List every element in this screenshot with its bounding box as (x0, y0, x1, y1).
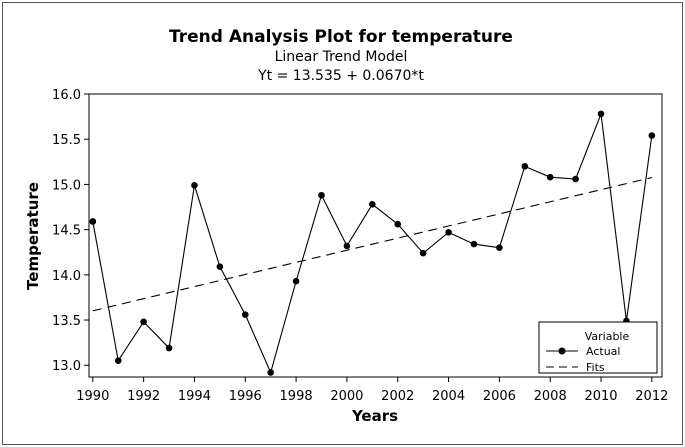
legend: Variable Actual Fits (538, 321, 658, 374)
y-tick-label: 13.0 (52, 359, 81, 374)
actual-point (496, 244, 503, 252)
x-tick-label: 1994 (178, 389, 211, 404)
trend-equation: Yt = 13.535 + 0.0670*t (257, 68, 424, 84)
y-axis: 13.0 13.5 14.0 14.5 15.0 15.5 16.0 (52, 88, 89, 374)
x-tick-label: 2002 (381, 389, 414, 404)
x-tick-label: 1990 (76, 389, 109, 404)
x-tick-label: 2012 (635, 389, 668, 404)
x-tick-label: 2006 (483, 389, 516, 404)
actual-point (369, 201, 376, 208)
actual-point (89, 218, 97, 225)
actual-point (597, 110, 605, 118)
x-tick-label: 2010 (584, 389, 617, 404)
actual-point (394, 220, 402, 228)
y-tick-label: 14.5 (52, 224, 81, 239)
actual-point (470, 240, 478, 248)
actual-point (114, 357, 122, 365)
x-tick-label: 2000 (330, 389, 363, 404)
y-tick-label: 16.0 (52, 88, 81, 103)
y-tick-label: 14.0 (52, 269, 81, 284)
actual-point (343, 242, 351, 250)
fits-series-line (92, 177, 652, 312)
x-axis-label: Years (351, 407, 398, 425)
legend-actual-marker (558, 347, 566, 355)
actual-point (216, 263, 224, 270)
actual-point (241, 311, 249, 318)
actual-point (165, 344, 173, 352)
actual-point (419, 249, 427, 257)
x-tick-label: 2004 (432, 389, 465, 404)
x-axis: 1990 1992 1994 1996 1998 2000 2002 2004 2006 2008… (76, 377, 668, 404)
y-tick-label: 15.5 (52, 133, 81, 148)
actual-point (648, 132, 656, 139)
actual-point (191, 182, 198, 189)
y-tick-label: 15.0 (52, 178, 81, 193)
x-tick-label: 1996 (229, 389, 262, 404)
x-tick-label: 1992 (127, 389, 160, 404)
y-axis-label: Temperature (24, 182, 42, 290)
y-tick-label: 13.5 (52, 314, 81, 329)
chart-title: Trend Analysis Plot for temperature (169, 27, 513, 47)
actual-point (140, 318, 147, 326)
legend-fits-label: Fits (586, 361, 605, 374)
x-tick-label: 2008 (534, 389, 567, 404)
series-layer (89, 110, 656, 376)
actual-point (292, 277, 300, 285)
legend-title: Variable (585, 330, 630, 343)
legend-box (538, 321, 658, 374)
actual-point (521, 163, 529, 170)
actual-point (318, 191, 325, 199)
legend-actual-label: Actual (586, 345, 620, 358)
x-tick-label: 1998 (280, 389, 313, 404)
actual-point (546, 173, 554, 181)
chart-subtitle: Linear Trend Model (275, 49, 408, 65)
actual-point (572, 175, 579, 183)
actual-point (267, 369, 274, 376)
actual-point (445, 229, 452, 236)
plot-area (88, 93, 663, 378)
